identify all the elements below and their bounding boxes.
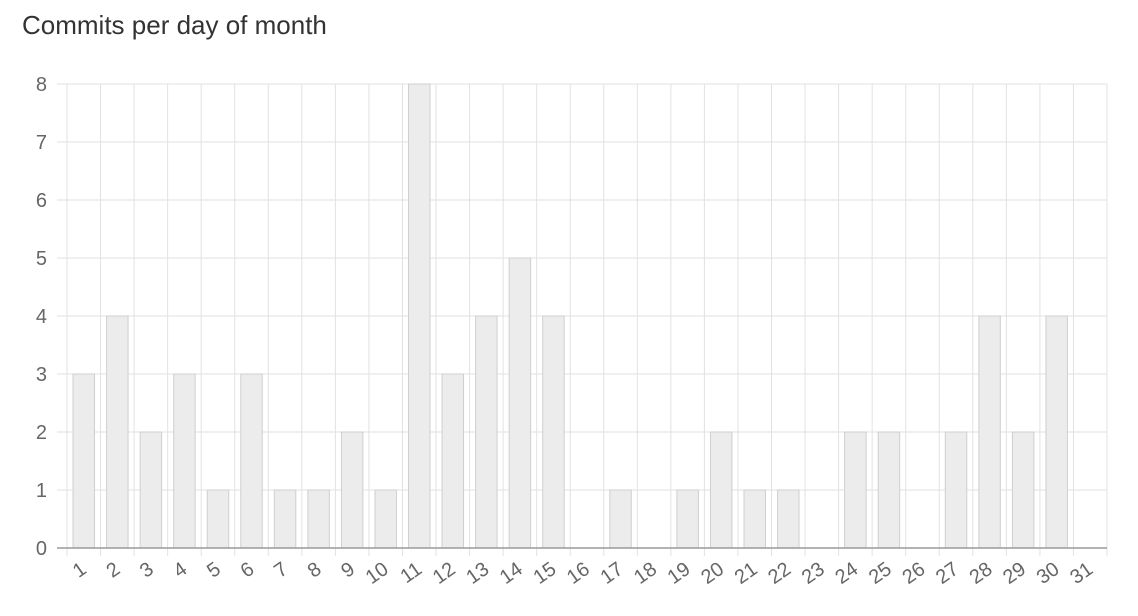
bars [72,83,1068,549]
chart-title: Commits per day of month [22,10,327,40]
x-tick-label: 2 [102,558,124,582]
x-tick-label: 12 [429,558,460,589]
bar-day-2[interactable] [106,315,129,549]
x-tick-label: 23 [798,558,829,589]
bar-day-10[interactable] [374,489,397,549]
x-tick-label: 13 [462,558,493,589]
bar-day-17[interactable] [609,489,632,549]
y-tick-label: 0 [36,538,47,560]
x-tick-label: 1 [69,558,91,582]
y-tick-label: 2 [36,422,47,444]
bar-day-14[interactable] [508,257,532,549]
x-tick-label: 11 [396,558,426,588]
x-tick-label: 14 [496,558,527,589]
x-tick-label: 28 [966,558,997,589]
y-tick-label: 4 [36,306,47,328]
bar-day-9[interactable] [340,431,364,549]
x-tick-label: 29 [999,558,1030,589]
y-tick-label: 6 [36,190,47,212]
x-tick-label: 30 [1033,558,1064,589]
x-tick-label: 21 [731,558,762,589]
x-tick-label: 10 [362,558,393,589]
x-tick-label: 26 [899,558,930,589]
bar-day-24[interactable] [844,431,867,549]
bar-day-27[interactable] [944,431,968,549]
x-tick-label: 27 [932,558,963,589]
bar-day-4[interactable] [173,373,196,549]
bar-day-12[interactable] [441,373,465,549]
x-tick-label: 8 [304,558,326,582]
grid-lines [57,83,1108,556]
x-tick-label: 6 [237,558,259,582]
bar-day-11[interactable] [408,83,431,549]
bar-day-7[interactable] [273,489,297,549]
x-tick-label: 19 [664,558,695,589]
bar-day-8[interactable] [307,489,330,549]
bar-day-6[interactable] [240,373,263,549]
x-tick-label: 20 [697,558,728,589]
bar-day-25[interactable] [877,431,901,549]
bar-day-13[interactable] [475,315,498,549]
bar-day-15[interactable] [542,315,565,549]
y-tick-labels: 0 1 2 3 4 5 6 7 8 [36,74,47,560]
x-tick-label: 3 [136,558,158,582]
bar-day-22[interactable] [777,489,800,549]
y-tick-label: 1 [36,480,47,502]
bar-day-29[interactable] [1011,431,1035,549]
bar-day-30[interactable] [1045,315,1068,549]
x-tick-label: 16 [563,558,594,589]
x-tick-label: 24 [831,558,862,589]
y-tick-label: 8 [36,74,47,96]
bar-day-5[interactable] [206,489,230,549]
x-tick-label: 18 [630,558,661,589]
x-tick-label: 31 [1066,558,1097,589]
bar-day-1[interactable] [72,373,96,549]
x-tick-labels: 1 2 3 4 5 6 7 8 9 10 11 12 13 14 15 16 17 18 19 20 21 22 23 24 2… [69,558,1097,589]
y-tick-label: 7 [36,132,47,154]
x-tick-label: 15 [529,558,560,589]
bar-day-21[interactable] [743,489,766,549]
bar-day-28[interactable] [978,315,1001,549]
x-tick-label: 4 [170,558,192,582]
bar-day-19[interactable] [676,489,699,549]
x-tick-label: 17 [597,558,628,589]
x-tick-label: 5 [203,558,225,582]
y-tick-label: 3 [36,364,47,386]
x-tick-label: 7 [270,558,292,582]
bar-day-3[interactable] [139,431,163,549]
bar-day-20[interactable] [709,431,733,549]
y-tick-label: 5 [36,248,47,270]
x-tick-label: 22 [764,558,795,589]
x-tick-label: 9 [337,558,359,582]
x-tick-label: 25 [865,558,896,589]
